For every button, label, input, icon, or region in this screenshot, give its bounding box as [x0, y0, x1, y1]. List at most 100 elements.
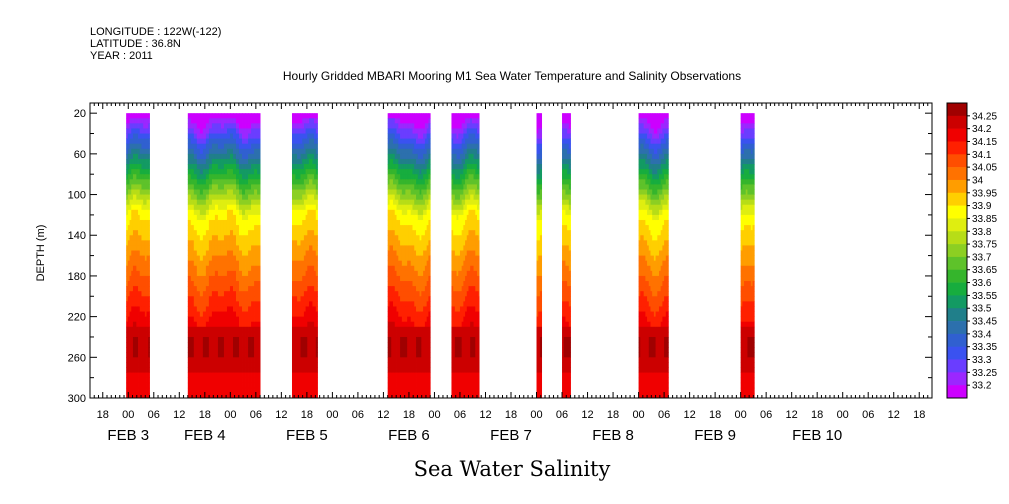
salinity-cell: [187, 342, 192, 348]
salinity-cell: [187, 296, 192, 302]
salinity-cell: [129, 169, 132, 175]
salinity-cell: [302, 260, 305, 267]
salinity-cell: [468, 291, 471, 297]
salinity-cell: [405, 362, 408, 368]
salinity-cell: [291, 275, 295, 282]
salinity-cell: [419, 219, 422, 226]
salinity-cell: [466, 306, 469, 312]
salinity-cell: [426, 148, 429, 155]
salinity-cell: [297, 235, 300, 241]
salinity-cell: [248, 113, 252, 119]
salinity-cell: [396, 123, 399, 129]
salinity-cell: [187, 123, 192, 129]
salinity-cell: [199, 143, 204, 150]
salinity-cell: [470, 174, 473, 180]
salinity-cell: [293, 118, 296, 124]
salinity-cell: [245, 311, 249, 318]
salinity-cell: [208, 245, 213, 251]
salinity-cell: [126, 158, 129, 165]
salinity-cell: [242, 306, 246, 312]
salinity-cell: [229, 174, 234, 180]
salinity-cell: [403, 194, 406, 201]
salinity-cell: [214, 143, 219, 150]
salinity-cell: [394, 174, 397, 180]
salinity-cell: [451, 250, 454, 256]
salinity-cell: [146, 128, 149, 134]
salinity-cell: [403, 214, 406, 221]
salinity-cell: [127, 209, 130, 216]
salinity-cell: [295, 230, 298, 236]
salinity-cell: [421, 255, 424, 262]
salinity-cell: [424, 382, 428, 389]
salinity-cell: [310, 189, 313, 195]
salinity-cell: [199, 189, 204, 195]
salinity-cell: [190, 245, 195, 251]
salinity-cell: [141, 301, 144, 307]
salinity-cell: [470, 336, 473, 343]
salinity-cell: [129, 194, 132, 201]
salinity-cell: [426, 194, 429, 201]
salinity-cell: [254, 301, 258, 307]
salinity-cell: [226, 118, 231, 124]
salinity-cell: [302, 352, 305, 358]
salinity-cell: [463, 199, 466, 206]
salinity-cell: [451, 270, 454, 277]
salinity-cell: [421, 219, 424, 226]
salinity-cell: [291, 281, 295, 287]
salinity-cell: [421, 225, 424, 231]
salinity-cell: [226, 377, 231, 384]
salinity-cell: [136, 158, 139, 165]
salinity-cell: [453, 331, 456, 338]
salinity-cell: [414, 270, 417, 277]
salinity-cell: [456, 352, 459, 358]
salinity-cell: [315, 286, 318, 292]
salinity-cell: [312, 286, 315, 292]
salinity-cell: [190, 174, 195, 180]
salinity-cell: [303, 148, 306, 155]
salinity-cell: [459, 352, 463, 358]
salinity-cell: [232, 387, 237, 394]
salinity-cell: [144, 169, 147, 175]
salinity-cell: [148, 118, 150, 124]
salinity-cell: [190, 362, 195, 368]
salinity-cell: [459, 158, 463, 165]
salinity-cell: [453, 230, 456, 236]
salinity-cell: [400, 281, 403, 287]
salinity-cell: [144, 184, 147, 190]
salinity-cell: [143, 174, 146, 180]
salinity-cell: [251, 204, 255, 211]
salinity-cell: [143, 255, 146, 262]
salinity-cell: [465, 372, 468, 379]
salinity-cell: [146, 148, 149, 155]
salinity-cell: [126, 270, 129, 277]
salinity-cell: [127, 219, 130, 226]
salinity-cell: [143, 148, 146, 155]
salinity-cell: [141, 184, 144, 190]
salinity-cell: [131, 225, 134, 231]
salinity-cell: [211, 260, 216, 267]
salinity-cell: [220, 235, 225, 241]
salinity-cell: [239, 204, 243, 211]
salinity-cell: [132, 143, 136, 150]
salinity-cell: [132, 357, 136, 363]
salinity-cell: [300, 174, 303, 180]
salinity-cell: [132, 225, 136, 231]
salinity-cell: [293, 255, 296, 262]
salinity-cell: [193, 138, 198, 145]
salinity-cell: [254, 372, 258, 379]
salinity-cell: [223, 352, 228, 358]
salinity-cell: [196, 270, 201, 277]
salinity-cell: [300, 260, 303, 267]
salinity-cell: [303, 291, 306, 297]
salinity-cell: [217, 382, 222, 389]
salinity-cell: [291, 225, 295, 231]
salinity-cell: [414, 301, 417, 307]
salinity-cell: [416, 230, 419, 236]
salinity-cell: [139, 255, 142, 262]
salinity-cell: [220, 270, 225, 277]
salinity-cell: [405, 311, 408, 318]
salinity-cell: [223, 321, 228, 328]
salinity-cell: [412, 275, 415, 282]
salinity-cell: [148, 367, 150, 373]
salinity-cell: [196, 189, 201, 195]
